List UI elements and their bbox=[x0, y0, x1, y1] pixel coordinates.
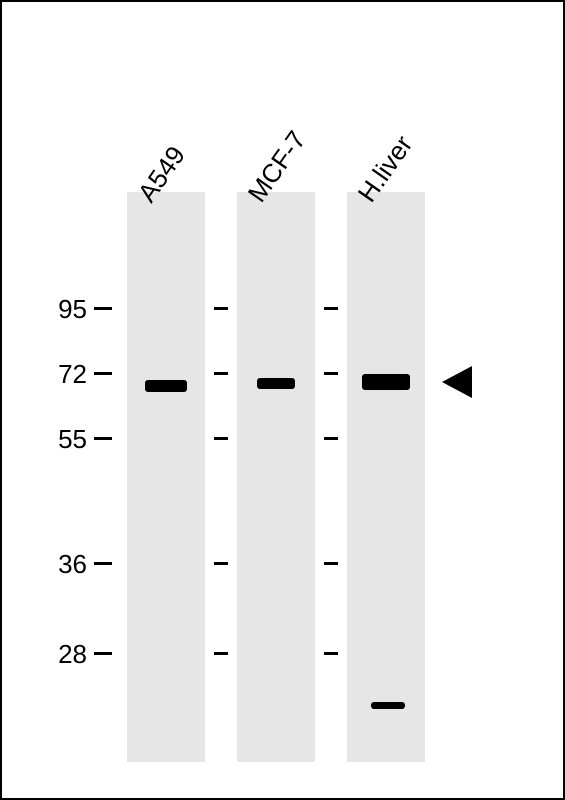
band bbox=[257, 378, 295, 389]
lane-tick bbox=[214, 437, 228, 440]
band bbox=[362, 374, 410, 390]
target-arrow-icon bbox=[442, 366, 472, 398]
mw-tick bbox=[94, 307, 112, 310]
lane-hliver bbox=[347, 192, 425, 762]
lane-tick bbox=[214, 562, 228, 565]
mw-tick bbox=[94, 372, 112, 375]
mw-label: 55 bbox=[42, 424, 87, 455]
lane-tick bbox=[214, 372, 228, 375]
lane-tick bbox=[324, 562, 338, 565]
mw-label: 28 bbox=[42, 639, 87, 670]
lane-tick bbox=[324, 372, 338, 375]
lane-tick bbox=[324, 307, 338, 310]
lane-tick bbox=[214, 307, 228, 310]
mw-tick bbox=[94, 437, 112, 440]
mw-tick bbox=[94, 652, 112, 655]
band bbox=[371, 702, 405, 709]
mw-tick bbox=[94, 562, 112, 565]
mw-label: 95 bbox=[42, 294, 87, 325]
band bbox=[145, 380, 187, 392]
lane-a549 bbox=[127, 192, 205, 762]
lane-tick bbox=[324, 652, 338, 655]
lane-mcf7 bbox=[237, 192, 315, 762]
blot-frame: 95 72 55 36 28 A549 MCF-7 H.liver bbox=[0, 0, 565, 800]
lane-tick bbox=[214, 652, 228, 655]
mw-label: 36 bbox=[42, 549, 87, 580]
mw-label: 72 bbox=[42, 359, 87, 390]
lane-tick bbox=[324, 437, 338, 440]
